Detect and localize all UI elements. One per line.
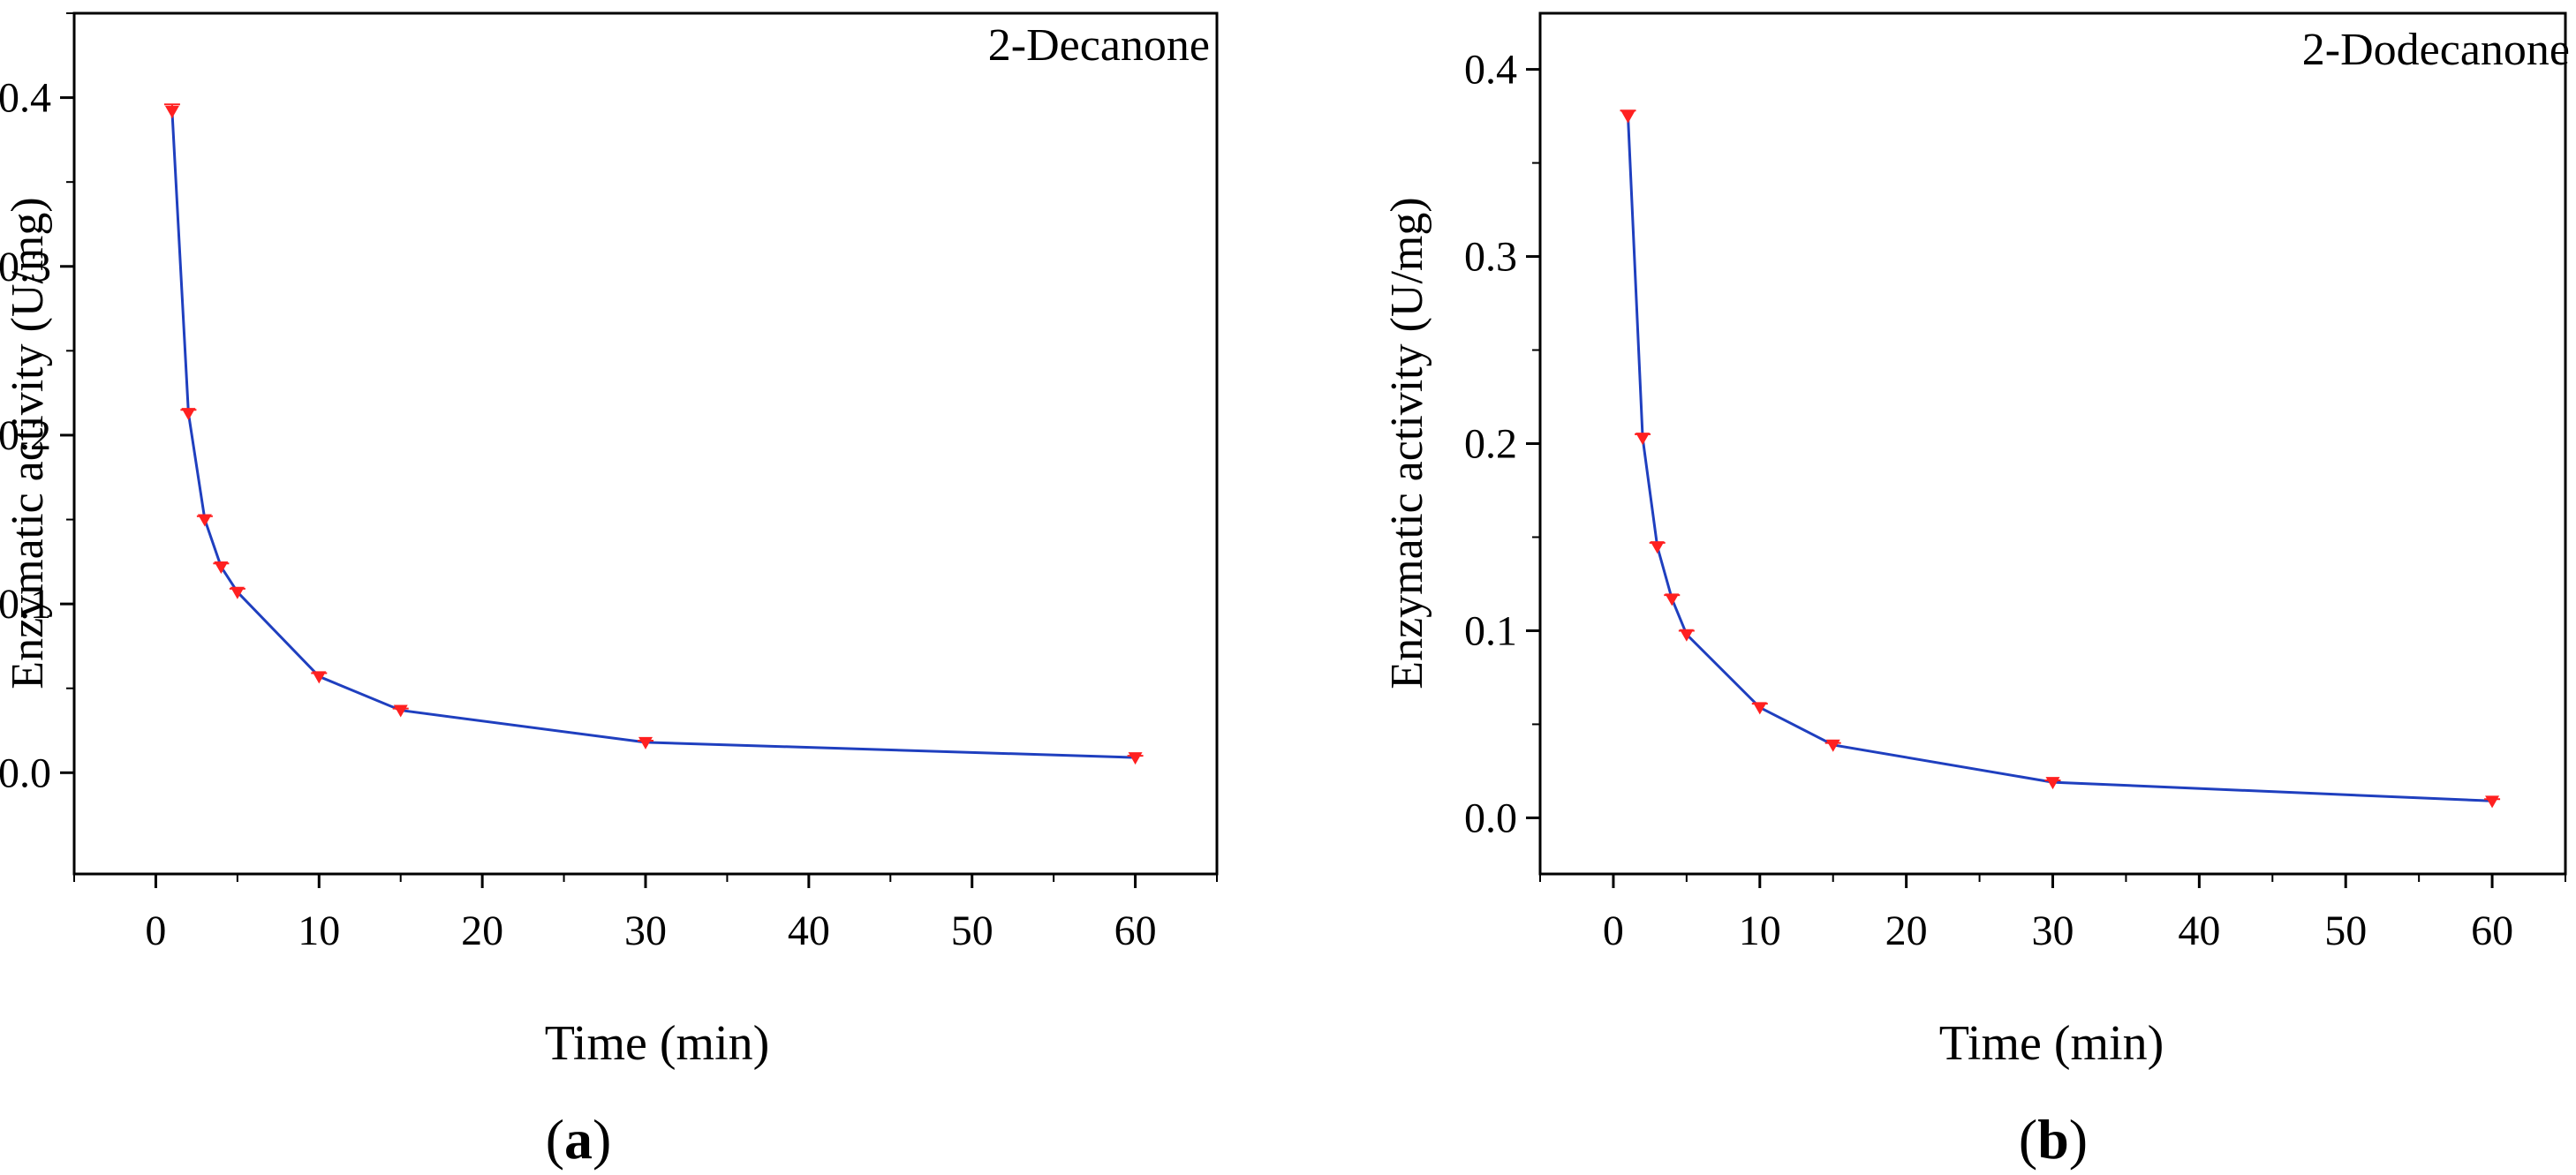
data-point [214,561,229,575]
data-point [1128,752,1143,765]
series-line [170,110,1136,759]
data-point [1752,702,1767,715]
x-tick-label: 60 [2471,908,2513,954]
data-point [1665,593,1680,606]
x-tick-label: 60 [1114,908,1157,954]
plot-frame [1538,11,2567,876]
data-point [393,704,408,718]
data-point [1679,629,1694,642]
y-tick-label: 0.0 [1464,795,1517,841]
x-tick-label: 50 [2324,908,2367,954]
chart-title: 2-Dodecanone [2302,25,2570,75]
data-point [181,408,196,421]
panel-a: 2-Decanone Time (min) Enzymatic activity… [0,11,1219,1171]
y-tick-label: 0.1 [0,581,51,628]
data-point [230,586,245,599]
panel-label: (a) [546,1108,612,1171]
x-tick-label: 50 [951,908,993,954]
data-point [1825,739,1840,752]
data-point [2045,777,2060,790]
x-axis-label: Time (min) [1939,1016,2164,1071]
chart-title: 2-Decanone [988,20,1210,71]
y-tick-label: 0.1 [1464,607,1517,654]
y-axis-label: Enzymatic activity (U/mg) [3,197,53,689]
data-point [164,105,179,118]
x-tick-label: 0 [145,908,166,954]
x-tick-label: 40 [2178,908,2220,954]
y-tick-label: 0.3 [1464,234,1517,281]
series-line [1627,116,2493,802]
x-tick-label: 10 [298,908,340,954]
x-tick-label: 20 [461,908,503,954]
y-tick-label: 0.2 [1464,421,1517,468]
x-tick-label: 10 [1739,908,1781,954]
data-point [638,736,653,749]
panel-b: 2-Dodecanone Time (min) Enzymatic activi… [1382,11,2570,1171]
x-tick-label: 30 [2032,908,2074,954]
panel-label: (b) [2019,1108,2088,1171]
data-point [312,671,327,684]
y-tick-label: 0.2 [0,412,51,459]
data-point [2485,795,2500,809]
x-axis-label: Time (min) [545,1016,770,1071]
x-tick-label: 0 [1603,908,1624,954]
x-tick-label: 40 [788,908,830,954]
data-point [1650,541,1665,554]
y-tick-label: 0.4 [0,75,51,122]
data-point [1635,433,1651,446]
y-tick-label: 0.3 [0,244,51,290]
data-point [1620,110,1635,124]
x-tick-label: 20 [1885,908,1928,954]
data-point [197,514,212,527]
y-tick-label: 0.0 [0,749,51,796]
y-tick-label: 0.4 [1464,47,1517,94]
x-tick-label: 30 [624,908,667,954]
y-axis-label: Enzymatic activity (U/mg) [1382,197,1432,689]
